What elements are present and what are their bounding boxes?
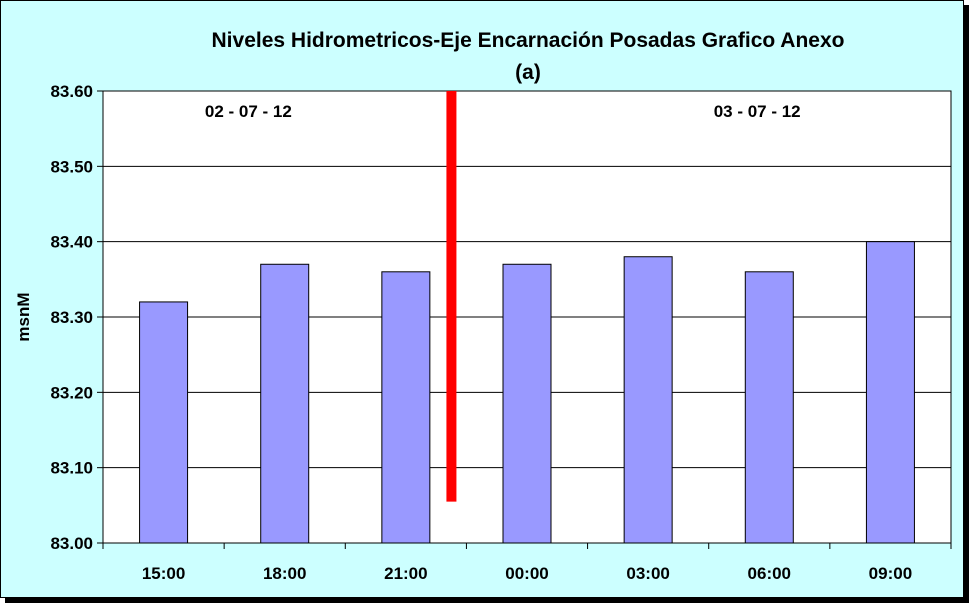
bar — [381, 271, 431, 544]
x-tick-label: 09:00 — [869, 564, 912, 583]
bar — [865, 241, 915, 544]
plot-border — [102, 90, 952, 544]
y-tick-label: 83.60 — [50, 82, 93, 101]
chart-subtitle: (a) — [515, 61, 541, 84]
chart-title: Niveles Hidrometricos-Eje Encarnación Po… — [211, 29, 845, 52]
x-tick-label: 03:00 — [626, 564, 669, 583]
x-tick-label: 21:00 — [384, 564, 427, 583]
x-tick-label: 06:00 — [748, 564, 791, 583]
y-tick-label: 83.00 — [50, 534, 93, 553]
date-label: 02 - 07 - 12 — [205, 102, 292, 121]
x-tick-label: 15:00 — [142, 564, 185, 583]
x-tick-label: 00:00 — [505, 564, 548, 583]
date-label: 03 - 07 - 12 — [714, 102, 801, 121]
y-tick-label: 83.10 — [50, 459, 93, 478]
bar — [260, 263, 310, 544]
bar — [139, 301, 189, 544]
y-tick-label: 83.50 — [50, 157, 93, 176]
y-tick-label: 83.20 — [50, 383, 93, 402]
bar — [744, 271, 794, 544]
x-tick-label: 18:00 — [263, 564, 306, 583]
bar — [623, 256, 673, 544]
y-tick-label: 83.30 — [50, 308, 93, 327]
bar — [502, 263, 552, 544]
y-tick-label: 83.40 — [50, 233, 93, 252]
